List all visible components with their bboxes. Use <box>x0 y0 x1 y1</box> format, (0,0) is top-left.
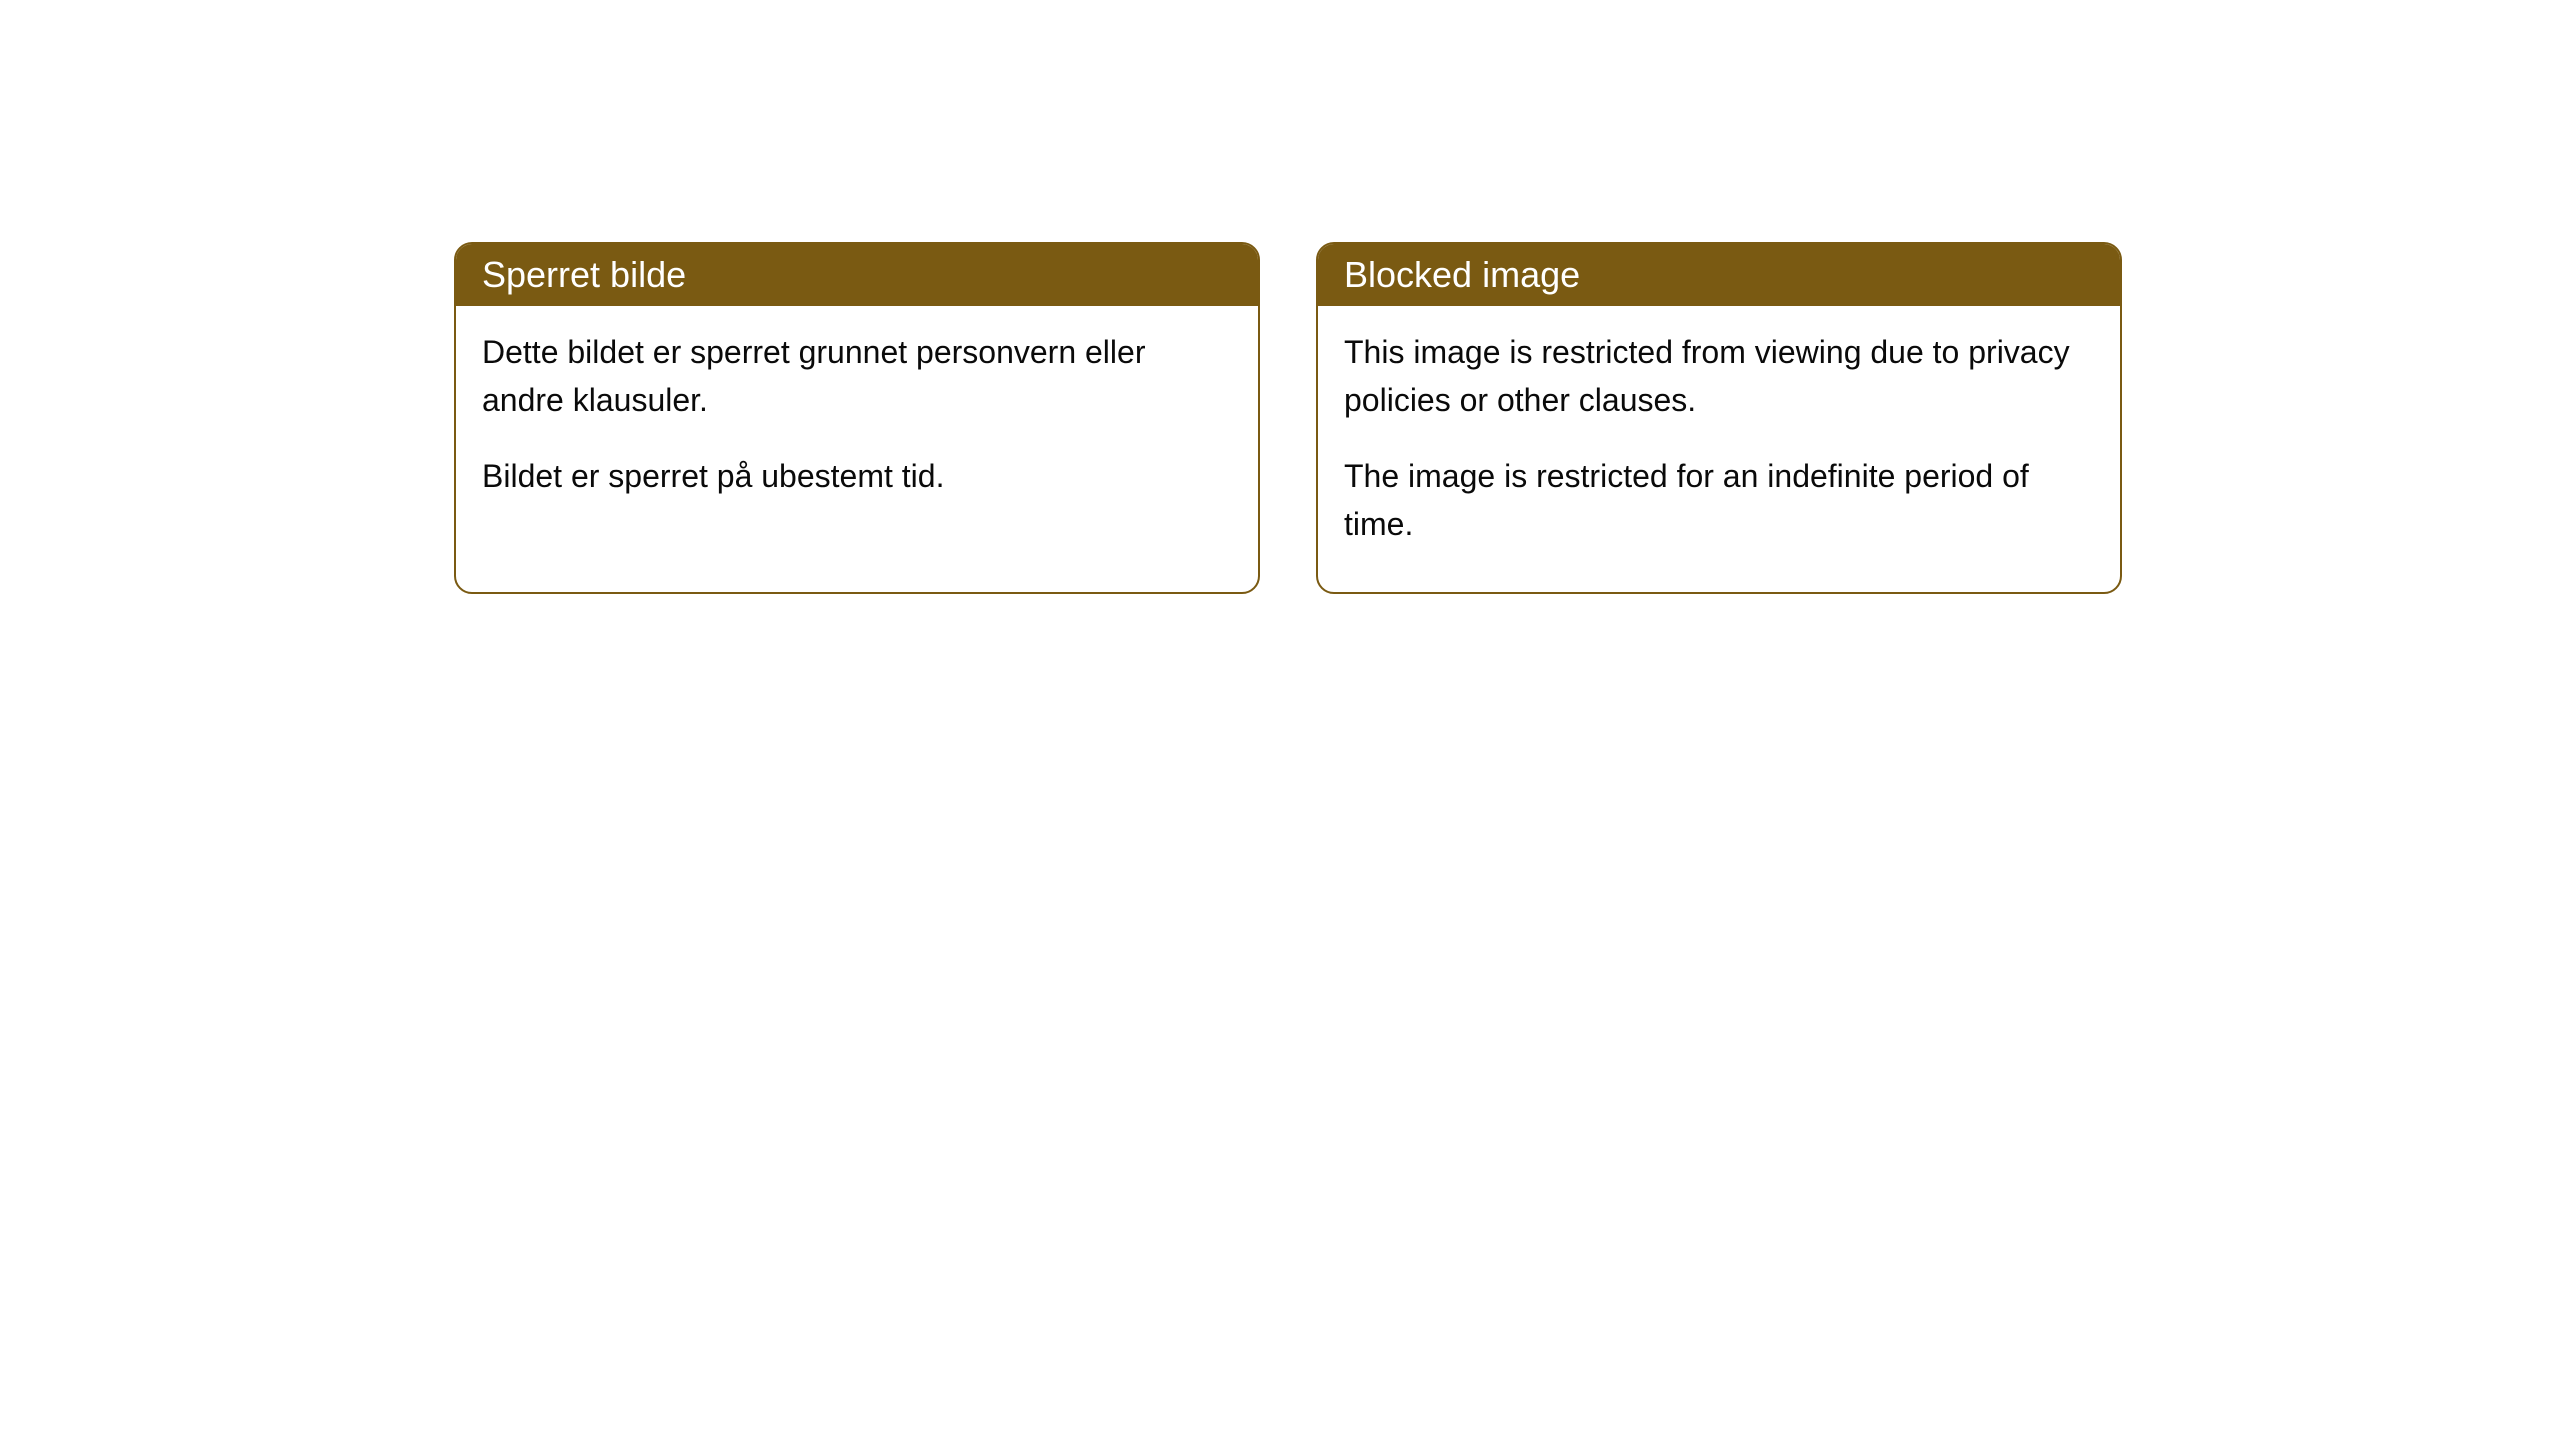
cards-container: Sperret bilde Dette bildet er sperret gr… <box>454 242 2122 594</box>
card-paragraph-1-norwegian: Dette bildet er sperret grunnet personve… <box>482 328 1232 424</box>
card-header-norwegian: Sperret bilde <box>456 244 1258 306</box>
card-header-english: Blocked image <box>1318 244 2120 306</box>
card-title-english: Blocked image <box>1344 254 1580 295</box>
card-english: Blocked image This image is restricted f… <box>1316 242 2122 594</box>
card-title-norwegian: Sperret bilde <box>482 254 686 295</box>
card-body-norwegian: Dette bildet er sperret grunnet personve… <box>456 306 1258 544</box>
card-paragraph-1-english: This image is restricted from viewing du… <box>1344 328 2094 424</box>
card-norwegian: Sperret bilde Dette bildet er sperret gr… <box>454 242 1260 594</box>
card-paragraph-2-english: The image is restricted for an indefinit… <box>1344 452 2094 548</box>
card-paragraph-2-norwegian: Bildet er sperret på ubestemt tid. <box>482 452 1232 500</box>
card-body-english: This image is restricted from viewing du… <box>1318 306 2120 592</box>
